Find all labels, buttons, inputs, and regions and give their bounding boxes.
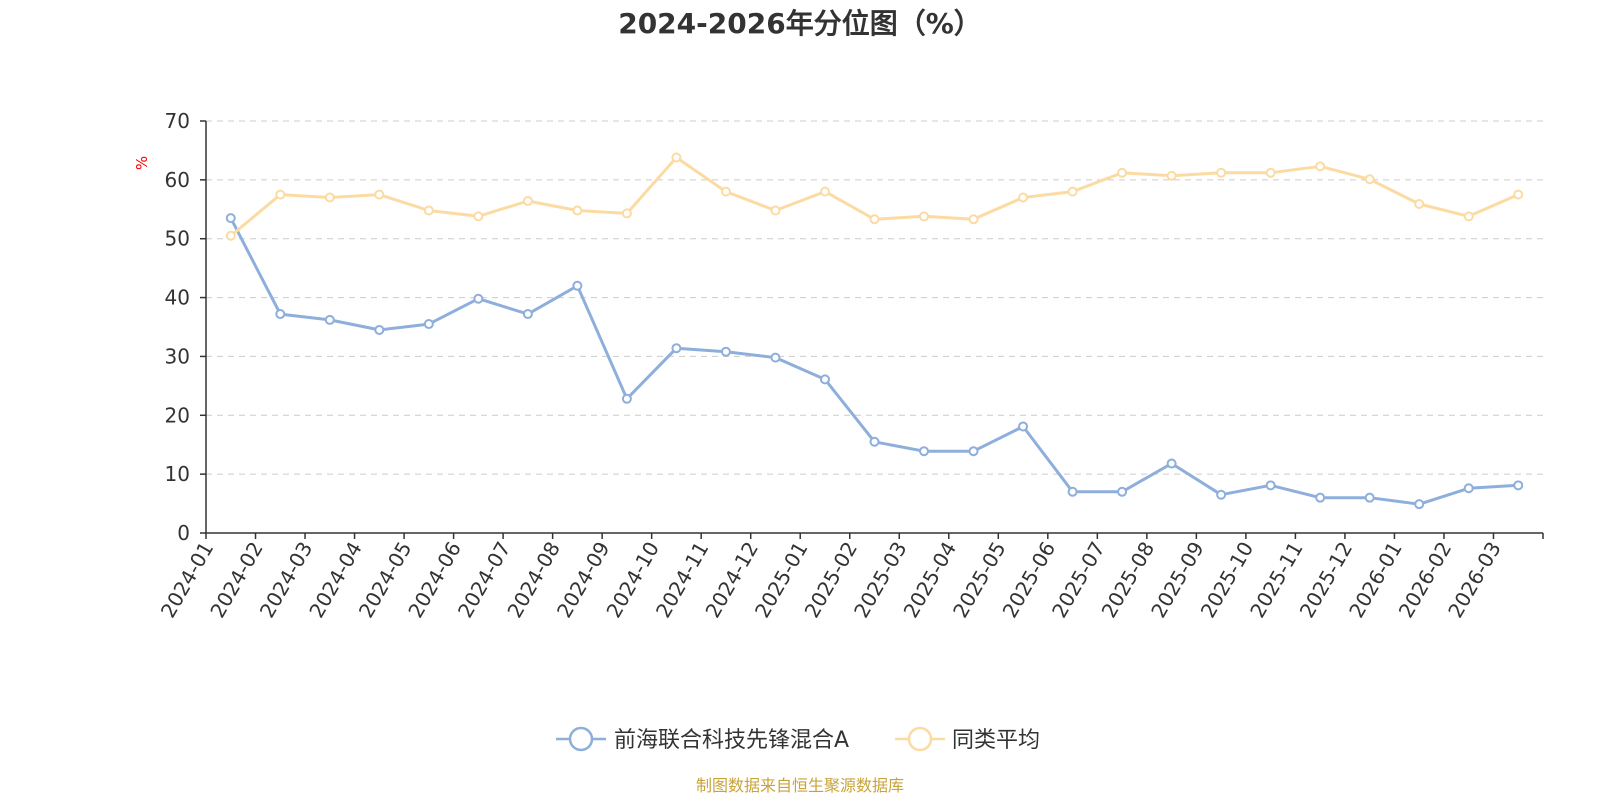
source-note: 制图数据来自恒生聚源数据库	[696, 776, 904, 795]
data-point	[1364, 174, 1375, 185]
legend-marker	[907, 726, 933, 752]
data-point	[324, 192, 335, 203]
data-point	[1166, 170, 1177, 181]
data-point	[1364, 492, 1375, 503]
data-point	[671, 343, 682, 354]
legend-label: 同类平均	[952, 728, 1040, 753]
data-point	[869, 436, 880, 447]
data-point	[1067, 186, 1078, 197]
data-point	[275, 189, 286, 200]
data-point	[621, 208, 632, 219]
data-point	[869, 214, 880, 225]
data-point	[572, 280, 583, 291]
grid-lines	[206, 120, 1543, 475]
legend[interactable]: 前海联合科技先锋混合A 同类平均	[556, 726, 1040, 753]
data-point	[374, 189, 385, 200]
axes: 0102030405060702024-012024-022024-032024…	[156, 109, 1544, 622]
y-tick-label: 60	[165, 168, 190, 192]
data-point	[1117, 167, 1128, 178]
data-point	[720, 186, 731, 197]
data-point	[819, 186, 830, 197]
data-point	[423, 205, 434, 216]
data-point	[819, 374, 830, 385]
data-point	[374, 324, 385, 335]
series-1	[225, 213, 1524, 510]
data-point	[1117, 486, 1128, 497]
series-line	[229, 217, 1519, 506]
data-point	[1513, 189, 1524, 200]
data-point	[275, 309, 286, 320]
y-tick-label: 30	[165, 344, 190, 368]
data-point	[473, 211, 484, 222]
data-point	[770, 352, 781, 363]
data-point	[919, 446, 930, 457]
data-point	[968, 214, 979, 225]
data-point	[1414, 198, 1425, 209]
series-2	[225, 152, 1524, 241]
legend-item-2[interactable]: 同类平均	[895, 726, 1040, 753]
y-axis-label: %	[133, 156, 151, 170]
data-point	[1315, 492, 1326, 503]
data-point	[1265, 480, 1276, 491]
data-point	[1265, 167, 1276, 178]
data-point	[1166, 458, 1177, 469]
data-point	[1216, 167, 1227, 178]
data-point	[671, 152, 682, 163]
data-point	[621, 393, 632, 404]
legend-item-1[interactable]: 前海联合科技先锋混合A	[556, 726, 849, 753]
series-layer	[225, 152, 1524, 510]
data-point	[1018, 192, 1029, 203]
y-tick-label: 50	[165, 227, 190, 251]
data-point	[919, 211, 930, 222]
data-point	[522, 309, 533, 320]
data-point	[522, 196, 533, 207]
data-point	[1463, 483, 1474, 494]
data-point	[423, 319, 434, 330]
data-point	[1414, 499, 1425, 510]
data-point	[1463, 211, 1474, 222]
y-tick-label: 10	[165, 462, 190, 486]
data-point	[225, 230, 236, 241]
y-tick-label: 20	[165, 403, 190, 427]
legend-label: 前海联合科技先锋混合A	[614, 728, 849, 753]
data-point	[572, 205, 583, 216]
y-tick-label: 40	[165, 286, 190, 310]
data-point	[770, 205, 781, 216]
chart-title: 2024-2026年分位图（%）	[618, 7, 982, 40]
legend-marker	[568, 726, 594, 752]
data-point	[1067, 486, 1078, 497]
y-tick-label: 0	[177, 521, 190, 545]
data-point	[1315, 161, 1326, 172]
data-point	[324, 314, 335, 325]
data-point	[1216, 489, 1227, 500]
data-point	[1513, 480, 1524, 491]
data-point	[473, 293, 484, 304]
data-point	[720, 346, 731, 357]
data-point	[1018, 421, 1029, 432]
data-point	[225, 213, 236, 224]
y-tick-label: 70	[165, 109, 190, 133]
data-point	[968, 446, 979, 457]
